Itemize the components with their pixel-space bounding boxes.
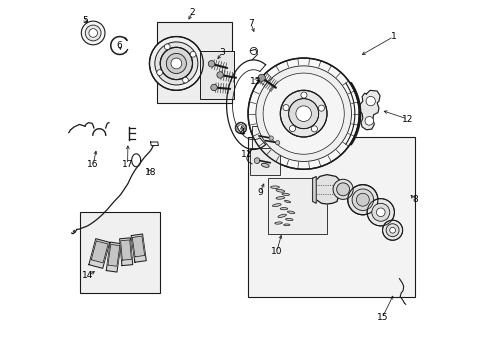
Text: 2: 2 [189,8,195,17]
Text: 18: 18 [144,168,156,177]
Ellipse shape [270,186,279,188]
Text: 11: 11 [241,150,252,159]
Circle shape [81,21,105,45]
Circle shape [347,185,377,215]
Circle shape [235,122,246,134]
Text: 13: 13 [249,77,261,86]
Circle shape [311,126,317,132]
Text: 1: 1 [390,32,396,41]
Circle shape [157,70,162,76]
Text: 4: 4 [239,128,244,137]
Circle shape [332,179,352,199]
Text: 8: 8 [411,195,417,204]
Ellipse shape [283,224,289,226]
Ellipse shape [277,214,286,217]
Polygon shape [312,176,316,203]
Text: 3: 3 [219,48,224,57]
Circle shape [288,99,318,129]
Circle shape [208,60,214,67]
Ellipse shape [287,211,294,213]
Circle shape [268,136,273,140]
Text: 16: 16 [87,160,99,169]
Polygon shape [131,234,146,262]
Circle shape [356,193,368,206]
Circle shape [366,96,375,106]
Circle shape [318,105,324,111]
Bar [199,51,233,99]
Polygon shape [89,239,109,268]
Polygon shape [359,90,379,130]
Text: 12: 12 [401,114,412,123]
Circle shape [166,53,186,73]
Text: 6: 6 [117,41,122,50]
Circle shape [255,66,351,161]
Circle shape [289,126,295,132]
Polygon shape [91,241,108,263]
Circle shape [171,58,182,69]
Circle shape [254,158,260,163]
Circle shape [376,208,384,217]
Circle shape [155,42,198,85]
Circle shape [160,47,192,80]
Text: 5: 5 [82,15,88,24]
Polygon shape [106,242,121,272]
Circle shape [366,199,394,226]
Circle shape [386,224,398,237]
Circle shape [237,125,244,131]
Circle shape [283,105,288,111]
Circle shape [382,220,402,240]
Circle shape [210,84,217,91]
Circle shape [85,25,101,41]
Circle shape [149,37,203,90]
Circle shape [300,92,306,98]
Text: 17: 17 [122,160,133,169]
Circle shape [164,44,170,50]
Circle shape [190,51,196,57]
Circle shape [364,117,373,125]
Polygon shape [121,240,131,260]
Ellipse shape [275,189,284,192]
Text: 10: 10 [270,247,282,256]
Ellipse shape [282,193,289,195]
Ellipse shape [284,200,290,203]
Bar [251,126,284,149]
Ellipse shape [274,222,282,224]
Circle shape [263,73,344,154]
Ellipse shape [285,218,292,221]
Text: 14: 14 [82,271,93,280]
Polygon shape [120,238,132,266]
Polygon shape [108,244,120,266]
Bar [249,148,280,175]
Polygon shape [132,236,144,257]
Ellipse shape [272,204,281,207]
Circle shape [182,77,188,83]
Ellipse shape [275,197,284,199]
Circle shape [389,227,395,233]
Circle shape [275,141,279,145]
Text: 15: 15 [376,313,387,322]
Circle shape [295,106,311,121]
Circle shape [371,203,389,221]
Bar [267,178,326,234]
Circle shape [280,90,326,137]
Ellipse shape [261,163,268,167]
Text: 7: 7 [247,19,253,28]
Text: 9: 9 [257,188,262,197]
Bar [156,22,231,103]
Polygon shape [314,175,339,204]
Circle shape [336,183,349,196]
Bar [80,212,160,293]
Circle shape [217,72,223,78]
Circle shape [89,29,97,37]
Circle shape [351,189,373,211]
Ellipse shape [280,208,287,210]
Circle shape [258,74,265,81]
Circle shape [247,58,359,169]
Bar [247,137,414,297]
